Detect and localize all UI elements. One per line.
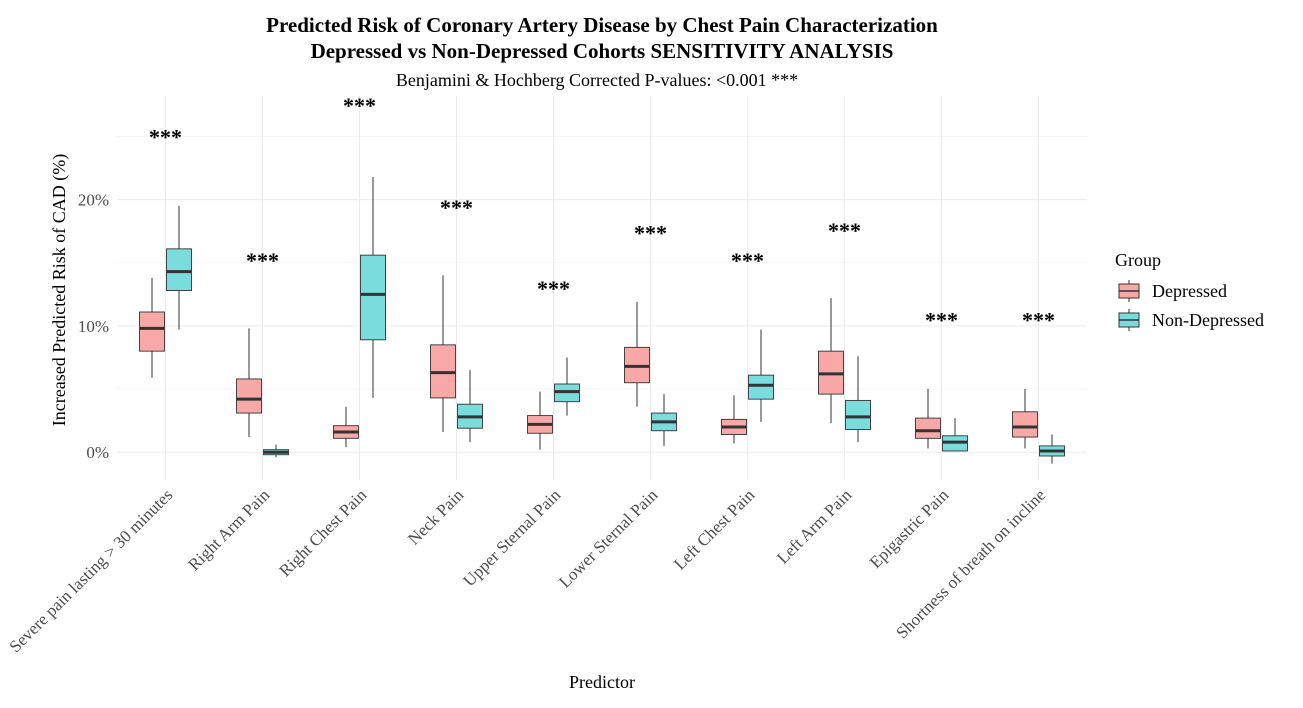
chart-subtitle: Benjamini & Hochberg Corrected P-values:… bbox=[396, 70, 798, 90]
box-iqr bbox=[845, 399, 871, 430]
legend-entry-non-depressed: Non-Depressed bbox=[1118, 309, 1264, 331]
significance-marker: *** bbox=[537, 276, 570, 301]
significance-marker: *** bbox=[440, 195, 473, 220]
x-tick-label: Right Chest Pain bbox=[275, 485, 370, 580]
x-tick-label: Right Arm Pain bbox=[184, 485, 273, 574]
legend-title: Group bbox=[1115, 250, 1161, 270]
significance-marker: *** bbox=[149, 124, 182, 149]
x-tick-label: Upper Sternal Pain bbox=[459, 485, 564, 590]
legend-entry-depressed: Depressed bbox=[1118, 280, 1227, 302]
box-iqr bbox=[360, 254, 386, 341]
x-tick-label: Severe pain lasting > 30 minutes bbox=[6, 485, 177, 656]
chart-title-line-1: Predicted Risk of Coronary Artery Diseas… bbox=[266, 13, 938, 37]
x-tick-label: Neck Pain bbox=[404, 485, 468, 549]
x-axis-title: Predictor bbox=[569, 672, 635, 692]
x-tick-label: Left Chest Pain bbox=[670, 485, 759, 574]
significance-marker: *** bbox=[1022, 308, 1055, 333]
box-iqr bbox=[139, 311, 165, 352]
box-iqr bbox=[236, 378, 262, 414]
y-axis-title: Increased Predicted Risk of CAD (%) bbox=[49, 154, 70, 426]
box-iqr bbox=[166, 248, 192, 291]
box-iqr bbox=[748, 374, 774, 400]
legend-label-non-depressed: Non-Depressed bbox=[1152, 310, 1264, 330]
legend: Group Depressed Non-Depressed bbox=[1115, 250, 1264, 331]
plot-area: 0% 10% 20% *** *** *** *** *** *** *** *** *** *** Se… bbox=[6, 93, 1087, 656]
chart-title-line-2: Depressed vs Non-Depressed Cohorts SENSI… bbox=[311, 39, 894, 63]
significance-marker: *** bbox=[343, 93, 376, 118]
box-iqr bbox=[915, 417, 941, 439]
x-tick-label: Lower Sternal Pain bbox=[555, 485, 662, 592]
y-tick-label: 10% bbox=[78, 317, 109, 336]
significance-marker: *** bbox=[925, 308, 958, 333]
significance-marker: *** bbox=[731, 248, 764, 273]
significance-marker: *** bbox=[828, 218, 861, 243]
legend-label-depressed: Depressed bbox=[1152, 281, 1227, 301]
x-tick-label: Epigastric Pain bbox=[866, 485, 953, 572]
y-tick-label: 0% bbox=[86, 443, 109, 462]
y-tick-label: 20% bbox=[78, 191, 109, 210]
significance-marker: *** bbox=[246, 248, 279, 273]
x-tick-label: Left Arm Pain bbox=[773, 485, 856, 568]
significance-marker: *** bbox=[634, 220, 667, 245]
box-iqr bbox=[1012, 411, 1038, 438]
